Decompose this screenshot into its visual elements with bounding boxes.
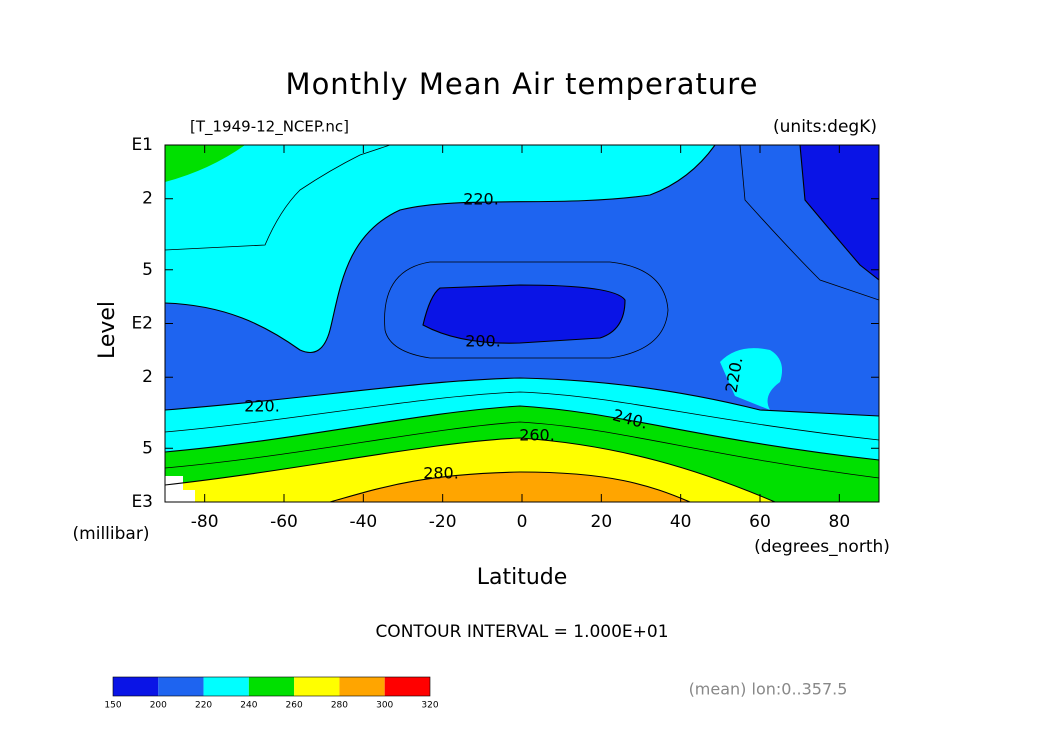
y-axis-units: (millibar) [73, 524, 150, 544]
x-axis-label: Latitude [477, 565, 568, 590]
contour-label: 280. [423, 464, 459, 483]
x-tick-label: -60 [270, 512, 298, 532]
colorbar-bin [203, 677, 249, 696]
contour-lines [165, 145, 879, 502]
colorbar-bin [384, 677, 430, 696]
footnote: (mean) lon:0..357.5 [689, 680, 848, 699]
colorbar-label: 200 [150, 701, 167, 711]
colorbar-bin [339, 677, 385, 696]
x-tick-label: 40 [670, 512, 692, 532]
source-label: [T_1949-12_NCEP.nc] [190, 118, 349, 137]
colorbar-label: 300 [376, 701, 393, 711]
y-tick-label: E3 [131, 492, 153, 512]
x-tick-label: -20 [429, 512, 457, 532]
contour-interval: CONTOUR INTERVAL = 1.000E+01 [375, 622, 668, 642]
missing-data [165, 476, 195, 502]
contour-label: 260. [519, 426, 555, 445]
x-tick-label: 0 [517, 512, 528, 532]
colorbar-label: 220 [195, 701, 212, 711]
contour-fill [720, 348, 783, 410]
units-label: (units:degK) [773, 117, 877, 137]
colorbar-bin [294, 677, 340, 696]
contour-fill [165, 145, 715, 353]
y-tick-label: 5 [142, 438, 153, 458]
y-tick-label: E2 [131, 314, 153, 334]
colorbar-bin [158, 677, 204, 696]
y-tick-label: 5 [142, 260, 153, 280]
colorbar-label: 320 [421, 701, 438, 711]
x-tick-label: -80 [191, 512, 219, 532]
colorbar-label: 240 [240, 701, 257, 711]
colorbar-frame [112, 676, 431, 697]
chart-title: Monthly Mean Air temperature [286, 67, 759, 101]
x-tick-label: -40 [349, 512, 377, 532]
contour-label: 220. [244, 397, 280, 416]
colorbar-label: 260 [286, 701, 303, 711]
contour-label: 200. [465, 332, 501, 351]
contour-fill [165, 145, 245, 182]
y-tick-label: 2 [142, 189, 153, 209]
x-axis-units: (degrees_north) [754, 537, 890, 557]
colorbar-label: 280 [331, 701, 348, 711]
colorbar-bin [248, 677, 295, 696]
y-tick-label: 2 [142, 367, 153, 387]
x-tick-label: 60 [749, 512, 771, 532]
contour-fill [423, 285, 625, 344]
colorbar-bin [113, 677, 159, 696]
contour-field [165, 145, 879, 502]
colorbar-label: 150 [104, 701, 121, 711]
y-axis-label: Level [95, 301, 120, 359]
contour-fill [800, 145, 879, 280]
x-tick-label: 80 [829, 512, 851, 532]
x-tick-label: 20 [591, 512, 613, 532]
y-tick-label: E1 [131, 135, 153, 155]
contour-fill [330, 472, 690, 502]
contour-label: 220. [463, 190, 499, 209]
